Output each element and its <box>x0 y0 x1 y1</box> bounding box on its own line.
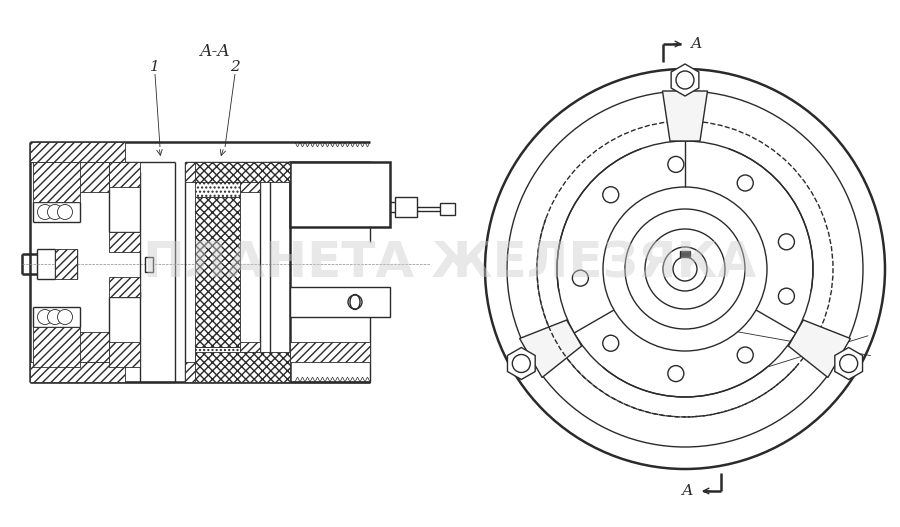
Circle shape <box>572 270 589 286</box>
Circle shape <box>38 309 52 325</box>
Circle shape <box>778 288 795 304</box>
Circle shape <box>512 355 530 373</box>
Bar <box>290 287 390 317</box>
Bar <box>33 327 80 367</box>
Circle shape <box>676 71 694 89</box>
Bar <box>30 362 125 382</box>
Bar <box>195 162 290 182</box>
Circle shape <box>58 309 73 325</box>
Bar <box>195 352 290 382</box>
Bar <box>77 162 109 192</box>
Circle shape <box>603 335 619 352</box>
Text: ПЛАНЕТА ЖЕЛЕЗЯКА: ПЛАНЕТА ЖЕЛЕЗЯКА <box>143 240 757 288</box>
Text: А-А: А-А <box>200 44 230 61</box>
Bar <box>109 232 140 252</box>
Bar <box>240 182 260 192</box>
Circle shape <box>737 175 753 191</box>
Bar <box>440 203 455 215</box>
Bar <box>195 347 240 362</box>
Polygon shape <box>671 64 699 96</box>
Bar <box>395 197 417 217</box>
Bar <box>55 249 77 279</box>
Bar <box>185 162 240 182</box>
Bar <box>290 162 390 227</box>
Polygon shape <box>662 91 707 141</box>
Text: 2: 2 <box>230 60 240 74</box>
Circle shape <box>58 204 73 220</box>
Circle shape <box>668 366 684 382</box>
Bar <box>109 277 140 297</box>
Circle shape <box>48 204 62 220</box>
Circle shape <box>840 355 858 373</box>
Bar <box>109 162 140 187</box>
Text: А: А <box>691 37 703 51</box>
Bar <box>109 342 140 367</box>
Polygon shape <box>788 320 850 377</box>
Circle shape <box>668 157 684 172</box>
Circle shape <box>778 234 795 250</box>
Polygon shape <box>519 320 581 377</box>
Circle shape <box>348 295 362 309</box>
Polygon shape <box>508 347 536 379</box>
Bar <box>195 197 240 347</box>
Bar <box>145 257 153 272</box>
Circle shape <box>38 204 52 220</box>
Bar <box>185 362 240 382</box>
Polygon shape <box>680 251 690 257</box>
Text: 1: 1 <box>150 60 160 74</box>
Bar <box>240 342 260 352</box>
Bar <box>77 332 109 362</box>
Circle shape <box>48 309 62 325</box>
Bar <box>30 142 125 162</box>
Bar <box>195 182 240 197</box>
Bar <box>33 162 80 202</box>
Bar <box>290 342 370 362</box>
Bar <box>290 162 370 182</box>
Polygon shape <box>835 347 862 379</box>
Circle shape <box>737 347 753 363</box>
Circle shape <box>603 187 619 203</box>
Text: А: А <box>681 484 693 498</box>
